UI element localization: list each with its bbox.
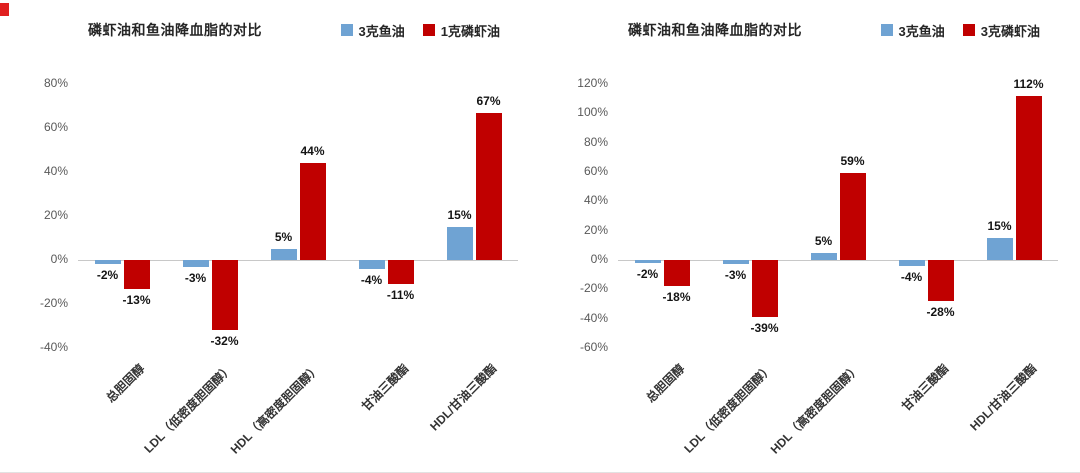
bar-value-label: -3% <box>724 268 747 283</box>
bar-value-label: -3% <box>184 270 207 285</box>
bar-value-label: -32% <box>210 334 239 349</box>
bar-value-label: -13% <box>122 292 151 307</box>
legend-label-krill-oil: 3克磷虾油 <box>980 23 1040 39</box>
bar-value-label: 67% <box>476 93 501 108</box>
y-axis-tick-label: 0% <box>590 252 608 266</box>
x-category-label: HDL/甘油三酸酯 <box>967 361 1040 434</box>
legend: 3克鱼油 3克磷虾油 <box>880 21 1040 40</box>
bar-value-label: 44% <box>300 144 325 159</box>
chart-title: 磷虾油和鱼油降血脂的对比 <box>88 22 262 38</box>
bar-krill-oil <box>299 163 326 260</box>
y-axis-tick-label: 60% <box>583 164 608 178</box>
bar-fish-oil <box>898 260 925 266</box>
x-category-label: 总胆固醇 <box>103 361 148 406</box>
chart-header: 磷虾油和鱼油降血脂的对比 3克鱼油 3克磷虾油 <box>540 20 1080 40</box>
chart-fish-oil-vs-1g-krill-oil: 磷虾油和鱼油降血脂的对比 3克鱼油 1克磷虾油 -40% -20% 0% 20% 40%… <box>0 20 540 457</box>
chart-title: 磷虾油和鱼油降血脂的对比 <box>628 22 802 38</box>
bar-krill-oil <box>751 260 778 318</box>
bar-fish-oil <box>722 260 749 265</box>
bar-krill-oil <box>663 260 690 287</box>
corner-marker <box>0 3 9 16</box>
y-axis-tick-label: 40% <box>583 193 608 208</box>
x-category-label: HDL/甘油三酸酯 <box>427 361 500 434</box>
y-axis-tick-label: 80% <box>43 76 68 90</box>
legend-label-fish-oil: 3克鱼油 <box>358 23 405 39</box>
bar-fish-oil <box>270 249 297 260</box>
y-axis-tick-label: 20% <box>43 208 68 222</box>
x-category-label: HDL（高密度胆固醇） <box>228 361 324 457</box>
y-axis-tick-label: 40% <box>43 164 68 178</box>
y-axis-tick-label: -40% <box>579 310 608 325</box>
bar-fish-oil <box>446 227 473 260</box>
legend-item-fish-oil: 3克鱼油 <box>340 21 405 40</box>
bar-fish-oil <box>358 260 385 269</box>
bar-krill-oil <box>211 260 238 331</box>
x-category-label: LDL（低密度胆固醇） <box>681 361 776 456</box>
y-axis-tick-label: 20% <box>583 222 608 237</box>
legend: 3克鱼油 1克磷虾油 <box>340 21 500 40</box>
legend-item-krill-oil: 3克磷虾油 <box>962 21 1040 40</box>
y-axis-tick-label: 80% <box>583 134 608 149</box>
bar-value-label: 5% <box>274 230 293 244</box>
y-axis-tick-label: -40% <box>39 340 68 354</box>
bar-value-label: -2% <box>96 268 119 283</box>
chart-header: 磷虾油和鱼油降血脂的对比 3克鱼油 1克磷虾油 <box>0 20 540 40</box>
x-category-label: 甘油三酸酯 <box>898 361 952 414</box>
bar-krill-oil <box>839 173 866 260</box>
bar-krill-oil <box>927 260 954 302</box>
bar-value-label: 112% <box>1013 76 1044 91</box>
legend-item-fish-oil: 3克鱼油 <box>880 21 945 40</box>
bar-krill-oil <box>475 112 502 260</box>
zero-axis-line <box>618 260 1058 261</box>
bar-value-label: 5% <box>814 233 833 248</box>
bar-value-label: 15% <box>447 208 472 222</box>
bar-fish-oil <box>986 238 1013 260</box>
bar-value-label: -11% <box>386 288 415 303</box>
legend-label-fish-oil: 3克鱼油 <box>898 23 945 39</box>
x-category-label: HDL（高密度胆固醇） <box>768 361 864 457</box>
bar-krill-oil <box>1015 95 1042 260</box>
zero-axis-line <box>78 260 518 261</box>
bar-value-label: 15% <box>987 219 1012 233</box>
y-axis-tick-label: -60% <box>579 340 608 354</box>
x-category-label: LDL（低密度胆固醇） <box>141 361 236 456</box>
bar-fish-oil <box>94 260 121 265</box>
x-category-label: 总胆固醇 <box>643 361 688 406</box>
bar-krill-oil <box>123 260 150 289</box>
bar-value-label: 59% <box>840 154 865 169</box>
legend-swatch-fish-oil-icon <box>340 24 353 36</box>
bar-value-label: -39% <box>750 321 779 336</box>
y-axis-tick-label: 60% <box>43 120 68 134</box>
legend-label-krill-oil: 1克磷虾油 <box>440 23 500 39</box>
plot-area: -40% -20% 0% 20% 40% 60% 80% 总胆固醇 -2% -13% LDL（低密度… <box>39 76 518 457</box>
plot-area: -60% -40% -20% 0% 20% 40% 60% 80% 100% 120% 总胆固醇 -2… <box>540 0 1080 473</box>
y-axis-tick-label: 120% <box>577 76 608 90</box>
bar-fish-oil <box>634 260 661 263</box>
y-axis-tick-label: 0% <box>50 252 68 266</box>
y-axis-tick-label: -20% <box>39 296 68 310</box>
bar-krill-oil <box>387 260 414 285</box>
bar-fish-oil <box>182 260 209 267</box>
legend-swatch-krill-oil-icon <box>422 24 435 36</box>
bar-fish-oil <box>810 252 837 260</box>
bar-value-label: -2% <box>636 266 659 281</box>
y-axis-tick-label: 100% <box>577 105 608 120</box>
bar-value-label: -4% <box>360 272 383 287</box>
bar-value-label: -28% <box>926 305 955 320</box>
legend-swatch-krill-oil-icon <box>962 24 975 36</box>
y-axis-tick-label: -20% <box>579 281 608 296</box>
legend-swatch-fish-oil-icon <box>880 24 893 36</box>
legend-item-krill-oil: 1克磷虾油 <box>422 21 500 40</box>
bar-value-label: -4% <box>900 269 923 284</box>
chart-fish-oil-vs-3g-krill-oil: 磷虾油和鱼油降血脂的对比 3克鱼油 3克磷虾油 -60% -40% -20% 0% 20… <box>540 0 1080 473</box>
bar-value-label: -18% <box>662 290 691 305</box>
x-category-label: 甘油三酸酯 <box>358 361 412 414</box>
